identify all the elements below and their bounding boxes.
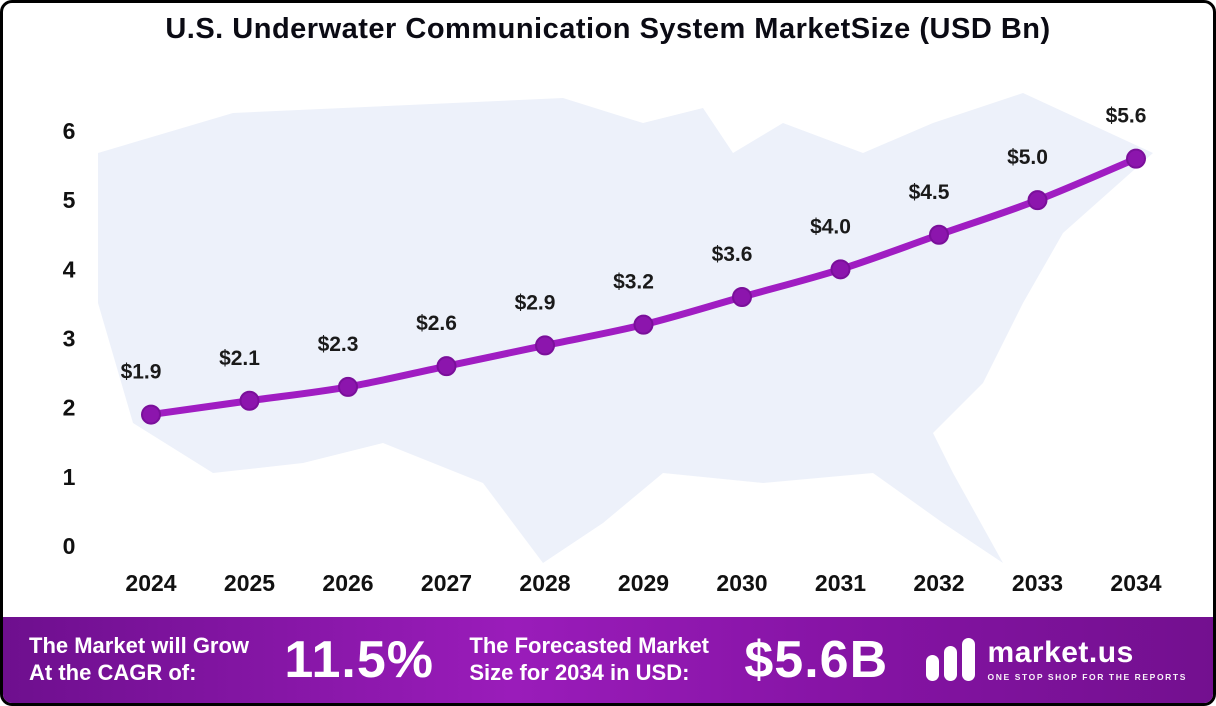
data-point bbox=[830, 259, 851, 280]
x-tick-label: 2026 bbox=[322, 570, 373, 596]
x-tick-label: 2027 bbox=[421, 570, 472, 596]
footer-banner: The Market will Grow At the CAGR of: 11.… bbox=[3, 617, 1213, 703]
data-point-label: $1.9 bbox=[121, 361, 162, 384]
cagr-label: The Market will Grow At the CAGR of: bbox=[29, 633, 249, 687]
y-tick-label: 1 bbox=[63, 464, 76, 490]
data-point bbox=[732, 287, 752, 307]
logo-name: market.us bbox=[987, 636, 1134, 670]
line-chart: 0 1 2 3 4 5 6 2024 2025 2026 2027 2028 2029 2030 2031… bbox=[63, 93, 1162, 596]
y-axis-labels: 0 1 2 3 4 5 6 bbox=[63, 118, 76, 559]
data-point bbox=[436, 356, 457, 377]
forecast-value: $5.6B bbox=[744, 631, 889, 689]
data-point-label: $2.9 bbox=[515, 291, 556, 314]
x-tick-label: 2025 bbox=[224, 570, 275, 596]
x-tick-label: 2028 bbox=[519, 570, 570, 596]
x-tick-label: 2032 bbox=[913, 570, 964, 596]
data-point bbox=[141, 404, 161, 425]
y-tick-label: 6 bbox=[63, 118, 76, 144]
forecast-label-line2: Size for 2034 in USD: bbox=[469, 660, 690, 685]
marketus-logo: market.us ONE STOP SHOP FOR THE REPORTS bbox=[924, 637, 1187, 683]
y-tick-label: 2 bbox=[63, 395, 76, 421]
data-point-label: $4.5 bbox=[909, 181, 950, 204]
x-tick-label: 2029 bbox=[618, 570, 669, 596]
data-point bbox=[239, 390, 260, 411]
data-point-label: $2.6 bbox=[416, 312, 457, 335]
data-points bbox=[141, 148, 1146, 425]
data-point-label: $3.6 bbox=[712, 243, 753, 266]
chart-title: U.S. Underwater Communication System Mar… bbox=[165, 13, 1051, 45]
data-point-label: $2.1 bbox=[219, 347, 260, 370]
y-tick-label: 0 bbox=[63, 533, 76, 559]
x-tick-label: 2033 bbox=[1012, 570, 1063, 596]
data-point-label: $3.2 bbox=[613, 271, 654, 294]
forecast-label: The Forecasted Market Size for 2034 in U… bbox=[469, 633, 709, 687]
data-point-label: $5.6 bbox=[1106, 105, 1147, 128]
cagr-label-line2: At the CAGR of: bbox=[29, 660, 197, 685]
marketus-logo-text: market.us ONE STOP SHOP FOR THE REPORTS bbox=[988, 638, 1187, 682]
cagr-label-line1: The Market will Grow bbox=[29, 633, 250, 659]
forecast-label-line1: The Forecasted Market bbox=[469, 633, 710, 659]
x-tick-label: 2024 bbox=[125, 570, 176, 596]
y-tick-label: 4 bbox=[63, 256, 76, 282]
data-point bbox=[338, 376, 358, 397]
logo-tagline: ONE STOP SHOP FOR THE REPORTS bbox=[987, 672, 1187, 683]
data-point-label: $2.3 bbox=[318, 333, 359, 356]
data-labels: $1.9 $2.1 $2.3 $2.6 $2.9 $3.2 $3.6 $4.0 $4.5 $5.0… bbox=[121, 105, 1147, 384]
cagr-value: 11.5% bbox=[284, 631, 434, 689]
data-point-label: $5.0 bbox=[1007, 146, 1048, 169]
x-tick-label: 2030 bbox=[716, 570, 767, 596]
data-point bbox=[1027, 190, 1048, 211]
data-point-label: $4.0 bbox=[810, 215, 851, 238]
x-tick-label: 2034 bbox=[1110, 570, 1161, 596]
data-point bbox=[535, 335, 555, 356]
data-point bbox=[633, 314, 654, 335]
marketus-logo-icon bbox=[925, 638, 975, 681]
x-tick-label: 2031 bbox=[815, 570, 866, 596]
y-tick-label: 3 bbox=[63, 326, 76, 352]
x-axis-labels: 2024 2025 2026 2027 2028 2029 2030 2031 2032 2033… bbox=[125, 570, 1161, 596]
data-point bbox=[1126, 148, 1146, 169]
data-point bbox=[929, 224, 949, 245]
y-tick-label: 5 bbox=[63, 187, 76, 213]
